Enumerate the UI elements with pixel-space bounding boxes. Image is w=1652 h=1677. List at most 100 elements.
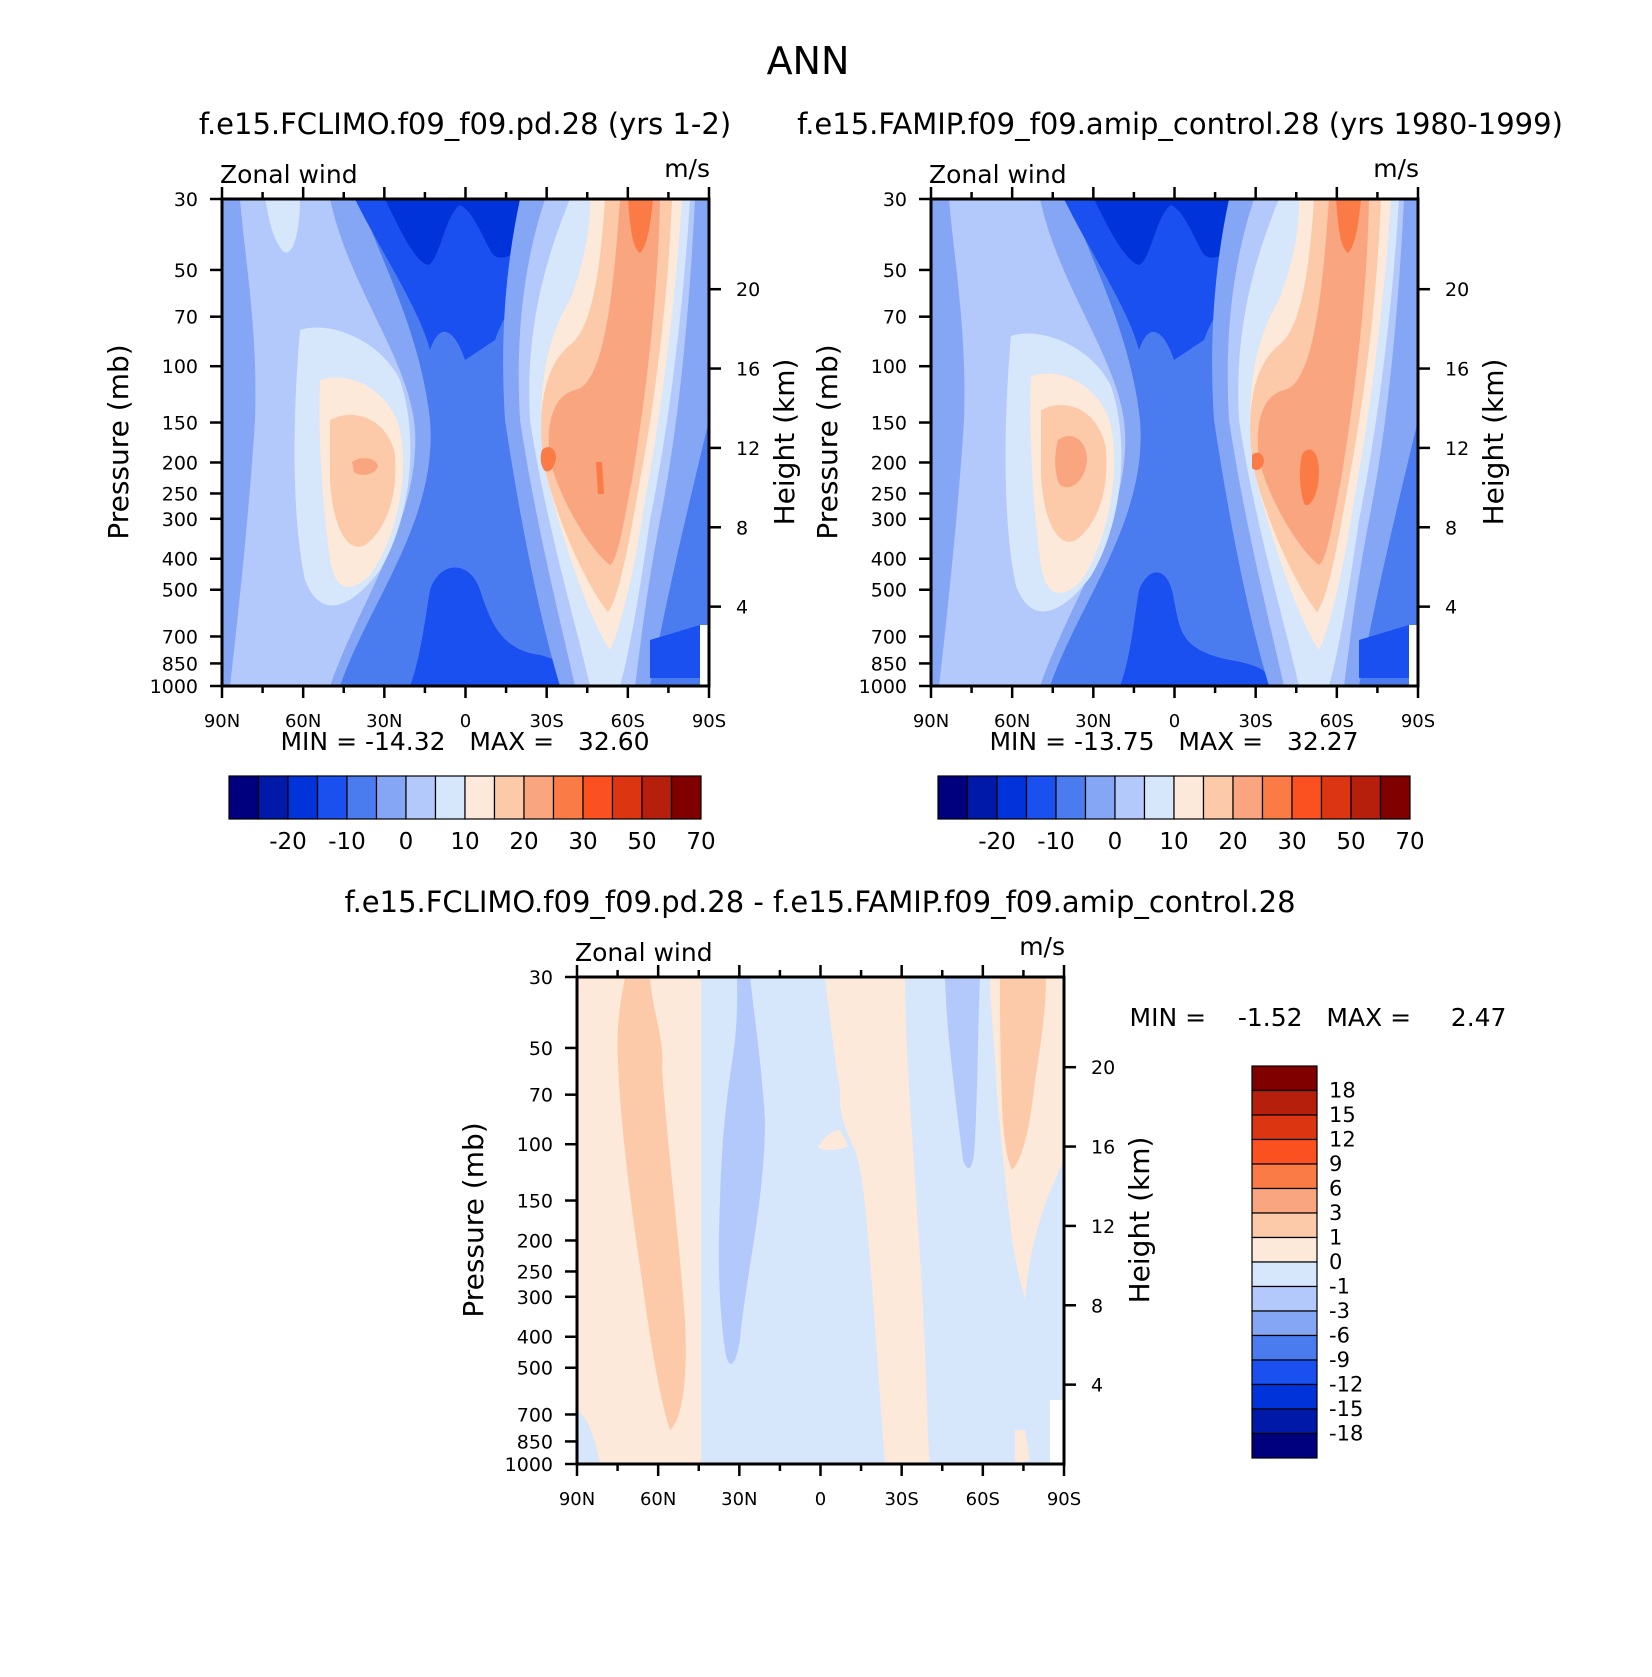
x-tick-label: 0 bbox=[815, 1489, 826, 1510]
colorbar-label: -20 bbox=[269, 829, 307, 855]
contour-fill-10 bbox=[410, 567, 580, 686]
contour-fill-2 bbox=[617, 977, 686, 1430]
colorbar-box bbox=[493, 775, 525, 820]
contour-fill-6 bbox=[1055, 436, 1087, 488]
panel-b-ylabel: Pressure (mb) bbox=[811, 344, 844, 539]
colorbar-label: -18 bbox=[1329, 1422, 1363, 1446]
colorbar-box bbox=[1025, 775, 1057, 820]
contour-fill-16 bbox=[1336, 199, 1361, 253]
y2-tick-label: 4 bbox=[1445, 597, 1457, 619]
x-tick-label: 90N bbox=[204, 711, 240, 732]
contour-fill-21 bbox=[700, 625, 709, 686]
panel-c-stats: MIN = -1.52 MAX = 2.47 bbox=[1130, 1003, 1507, 1032]
y2-tick-label: 12 bbox=[1091, 1216, 1115, 1238]
panel-b-right-label: m/s bbox=[1373, 154, 1419, 183]
contour-fill-7 bbox=[352, 458, 378, 475]
colorbar-box bbox=[937, 775, 969, 820]
colorbar-box bbox=[1251, 1212, 1318, 1239]
y-tick-label: 50 bbox=[174, 260, 198, 282]
colorbar-label: 50 bbox=[627, 829, 656, 855]
colorbar-label: 10 bbox=[1159, 829, 1188, 855]
colorbar-label: -12 bbox=[1329, 1373, 1363, 1397]
y-tick-label: 300 bbox=[517, 1287, 553, 1309]
colorbar-label: 50 bbox=[1336, 829, 1365, 855]
panel-b-stats: MIN = -13.75 MAX = 32.27 bbox=[989, 727, 1358, 756]
x-tick-label: 30S bbox=[529, 711, 563, 732]
colorbar-box bbox=[346, 775, 378, 820]
x-tick-label: 30N bbox=[366, 711, 402, 732]
contour-fill-20 bbox=[650, 625, 700, 678]
colorbar-box bbox=[1379, 775, 1411, 820]
y2-tick-label: 4 bbox=[736, 597, 748, 619]
panel-a-y2label: Height (km) bbox=[768, 359, 801, 526]
y-tick-label: 1000 bbox=[150, 676, 198, 698]
colorbar-label: 0 bbox=[1329, 1250, 1342, 1274]
colorbar-box bbox=[1114, 775, 1146, 820]
panel-a-colorbar: -20 -10 0 10 20 30 50 70 bbox=[228, 775, 716, 855]
colorbar-label: 10 bbox=[450, 829, 479, 855]
panel-c-contours bbox=[577, 977, 1064, 1464]
panel-c-ylabel: Pressure (mb) bbox=[457, 1122, 490, 1317]
colorbar-box bbox=[1251, 1089, 1318, 1116]
y2-tick-label: 12 bbox=[736, 438, 760, 460]
colorbar-box bbox=[1251, 1261, 1318, 1288]
y2-tick-label: 16 bbox=[1091, 1137, 1115, 1159]
y-tick-label: 200 bbox=[517, 1230, 553, 1252]
panel-c: f.e15.FCLIMO.f09_f09.pd.28 - f.e15.FAMIP… bbox=[344, 885, 1506, 1510]
contour-fill-4 bbox=[825, 977, 930, 1464]
colorbar-box bbox=[670, 775, 702, 820]
y2-tick-label: 8 bbox=[1445, 517, 1457, 539]
y-tick-label: 100 bbox=[517, 1134, 553, 1156]
contour-fill-9 bbox=[1120, 572, 1275, 686]
colorbar-label: -3 bbox=[1329, 1299, 1350, 1323]
y-tick-label: 400 bbox=[517, 1327, 553, 1349]
colorbar-box bbox=[287, 775, 319, 820]
y-tick-label: 70 bbox=[174, 307, 198, 329]
y-tick-label: 70 bbox=[529, 1085, 553, 1107]
colorbar-box bbox=[1251, 1236, 1318, 1263]
x-tick-label: 90S bbox=[692, 711, 726, 732]
panel-c-title: f.e15.FCLIMO.f09_f09.pd.28 - f.e15.FAMIP… bbox=[344, 885, 1295, 919]
panel-a-ylabel: Pressure (mb) bbox=[102, 344, 135, 539]
colorbar-label: 6 bbox=[1329, 1177, 1342, 1201]
contour-fill-8 bbox=[1000, 977, 1046, 1170]
y-tick-label: 200 bbox=[162, 452, 198, 474]
y-tick-label: 70 bbox=[883, 307, 907, 329]
colorbar-label: 0 bbox=[399, 829, 414, 855]
panel-a-contours bbox=[222, 199, 709, 686]
colorbar-box bbox=[1202, 775, 1234, 820]
contour-fill-10 bbox=[1050, 1400, 1064, 1464]
colorbar-label: 1 bbox=[1329, 1226, 1342, 1250]
x-tick-label: 0 bbox=[1169, 711, 1180, 732]
colorbar-box bbox=[641, 775, 673, 820]
colorbar-box bbox=[1251, 1163, 1318, 1190]
colorbar-box bbox=[1251, 1285, 1318, 1312]
colorbar-box bbox=[996, 775, 1028, 820]
x-tick-label: 90N bbox=[913, 711, 949, 732]
colorbar-box bbox=[966, 775, 998, 820]
contour-fill-16 bbox=[548, 199, 660, 565]
y-tick-label: 50 bbox=[529, 1038, 553, 1060]
colorbar-label: -20 bbox=[978, 829, 1016, 855]
y2-tick-label: 4 bbox=[1091, 1375, 1103, 1397]
contour-fill-19 bbox=[596, 462, 604, 494]
colorbar-box bbox=[1251, 1310, 1318, 1337]
y-tick-label: 100 bbox=[162, 356, 198, 378]
y-tick-label: 100 bbox=[871, 356, 907, 378]
y-tick-label: 850 bbox=[871, 653, 907, 675]
panel-a-title: f.e15.FCLIMO.f09_f09.pd.28 (yrs 1-2) bbox=[199, 107, 731, 141]
y-tick-label: 150 bbox=[871, 413, 907, 435]
contour-fill-3 bbox=[265, 199, 300, 253]
colorbar-box bbox=[464, 775, 496, 820]
colorbar-box bbox=[375, 775, 407, 820]
colorbar-box bbox=[257, 775, 289, 820]
panel-a-right-label: m/s bbox=[664, 154, 710, 183]
x-tick-label: 60N bbox=[285, 711, 321, 732]
y-tick-label: 850 bbox=[162, 653, 198, 675]
colorbar-box bbox=[1084, 775, 1116, 820]
panel-b-y2label: Height (km) bbox=[1477, 359, 1510, 526]
colorbar-label: 18 bbox=[1329, 1079, 1356, 1103]
colorbar-box bbox=[1232, 775, 1264, 820]
